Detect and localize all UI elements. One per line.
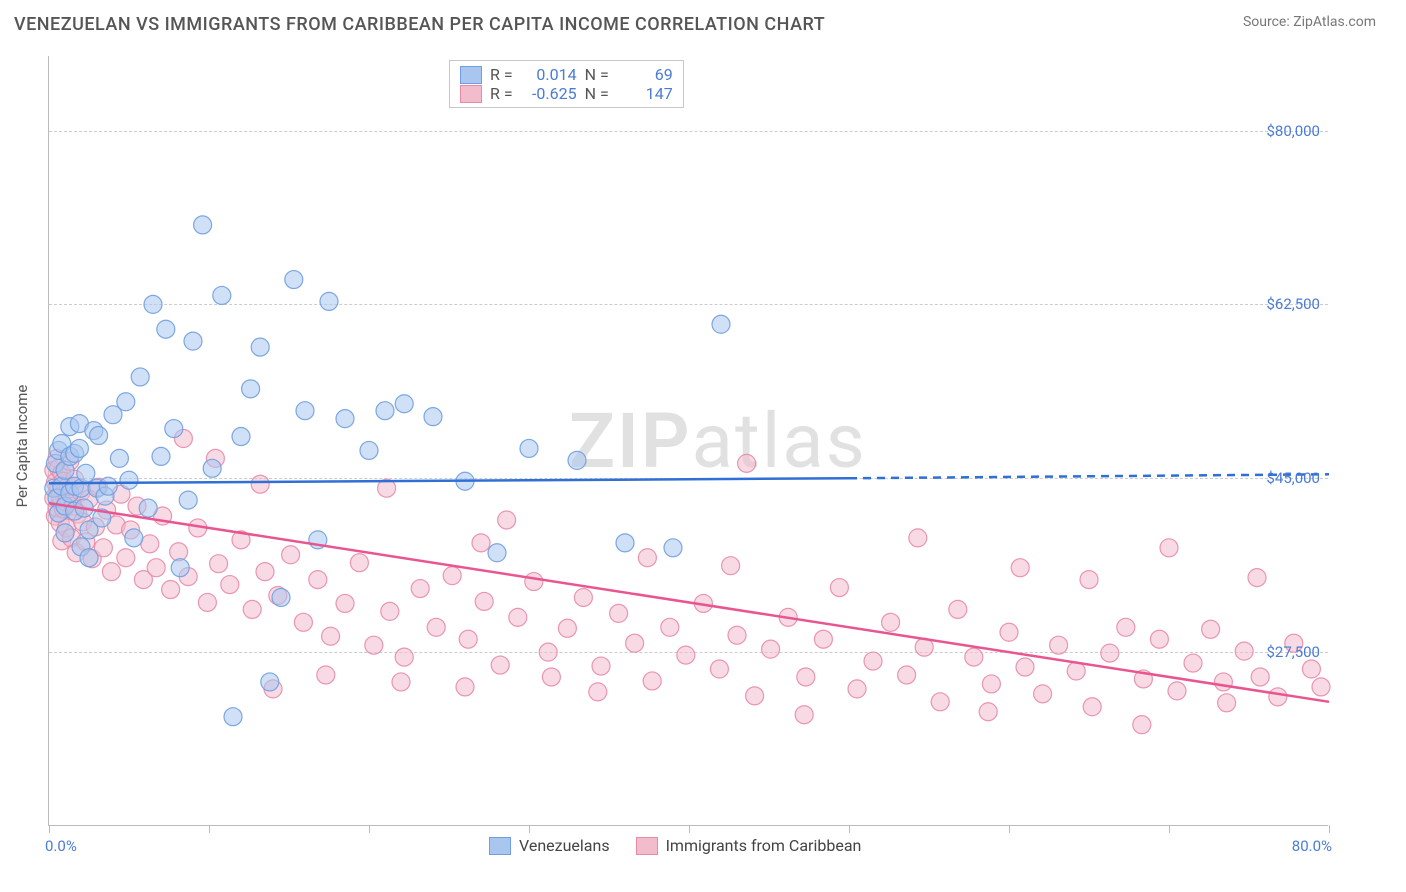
scatter-plot (49, 56, 1328, 825)
x-axis-max-label: 80.0% (1292, 837, 1332, 855)
source-attribution: Source: ZipAtlas.com (1243, 14, 1376, 30)
plot-area: ZIPatlas R = 0.014 N = 69 R = -0.625 N =… (48, 56, 1328, 826)
x-tick (209, 825, 210, 833)
y-tick-label: $27,500 (1266, 643, 1320, 661)
stats-legend-box: R = 0.014 N = 69 R = -0.625 N = 147 (449, 60, 684, 108)
stats-row-series-a: R = 0.014 N = 69 (460, 65, 673, 84)
x-tick (529, 825, 530, 833)
x-axis-min-label: 0.0% (45, 837, 77, 855)
x-tick (849, 825, 850, 833)
swatch-series-a (460, 66, 482, 84)
x-tick (1169, 825, 1170, 833)
x-tick (689, 825, 690, 833)
swatch-series-b (460, 85, 482, 103)
stats-row-series-b: R = -0.625 N = 147 (460, 84, 673, 103)
y-tick-label: $62,500 (1266, 295, 1320, 313)
y-tick-label: $80,000 (1266, 122, 1320, 140)
x-tick (49, 825, 50, 833)
legend-swatch-a (489, 837, 511, 855)
x-tick (1009, 825, 1010, 833)
series-legend: Venezuelans Immigrants from Caribbean (489, 836, 861, 855)
x-tick (1329, 825, 1330, 833)
legend-swatch-b (636, 837, 658, 855)
y-axis-label: Per Capita Income (13, 385, 31, 508)
legend-item-series-a: Venezuelans (489, 836, 610, 855)
legend-item-series-b: Immigrants from Caribbean (636, 836, 862, 855)
x-tick (369, 825, 370, 833)
chart-title: VENEZUELAN VS IMMIGRANTS FROM CARIBBEAN … (14, 14, 825, 35)
y-tick-label: $45,000 (1266, 469, 1320, 487)
